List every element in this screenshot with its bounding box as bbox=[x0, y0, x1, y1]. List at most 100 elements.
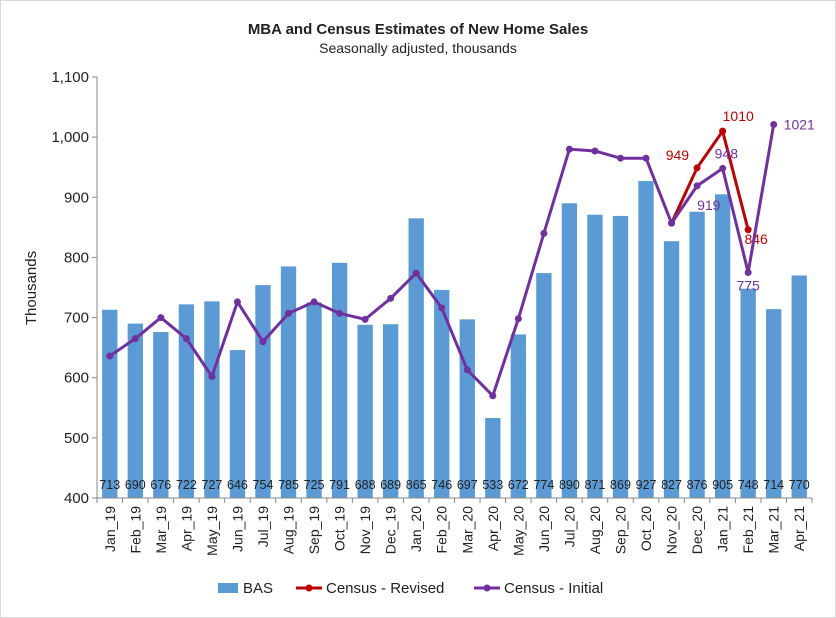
line-point bbox=[336, 309, 344, 317]
bar bbox=[740, 288, 756, 498]
y-tick-label: 700 bbox=[64, 310, 89, 327]
x-tick-label: Aug_19 bbox=[281, 506, 297, 554]
line-point bbox=[744, 226, 752, 234]
x-tick-label: Oct_20 bbox=[638, 506, 654, 551]
x-tick-label: Nov_19 bbox=[357, 506, 373, 554]
data-label: 948 bbox=[715, 145, 739, 161]
bar-label: 533 bbox=[482, 478, 503, 492]
y-tick-label: 1,000 bbox=[51, 129, 89, 146]
bar-label: 890 bbox=[559, 478, 580, 492]
bar bbox=[485, 418, 501, 498]
bar bbox=[204, 301, 220, 498]
line-point bbox=[719, 164, 727, 172]
data-label: 949 bbox=[666, 147, 690, 163]
line-point bbox=[693, 182, 701, 190]
bar bbox=[331, 262, 348, 498]
legend-label: BAS bbox=[243, 580, 273, 597]
x-tick-label: Feb_21 bbox=[740, 506, 756, 554]
data-label: 1021 bbox=[784, 117, 815, 133]
bar-label: 689 bbox=[380, 478, 401, 492]
data-label: 1010 bbox=[723, 108, 754, 124]
bar-label: 725 bbox=[304, 478, 325, 492]
bar bbox=[178, 304, 195, 498]
x-tick-label: Sep_19 bbox=[306, 506, 322, 554]
x-tick-label: Apr_21 bbox=[791, 506, 807, 551]
line-point bbox=[157, 314, 165, 322]
x-tick-label: Jul_19 bbox=[255, 506, 271, 547]
bar-label: 927 bbox=[636, 478, 657, 492]
bar bbox=[153, 332, 169, 498]
line-point bbox=[387, 294, 395, 302]
bar bbox=[689, 211, 705, 498]
bar-label: 697 bbox=[457, 478, 478, 492]
bar-label: 672 bbox=[508, 478, 529, 492]
x-tick-label: Feb_19 bbox=[127, 506, 143, 554]
bar-label: 748 bbox=[738, 478, 759, 492]
bar-label: 827 bbox=[661, 478, 682, 492]
bar-label: 688 bbox=[355, 478, 376, 492]
bar bbox=[229, 350, 246, 498]
line-point bbox=[285, 309, 293, 317]
line-point bbox=[591, 147, 599, 155]
bar bbox=[255, 285, 271, 498]
line-point bbox=[438, 304, 446, 312]
bar-label: 713 bbox=[99, 478, 120, 492]
legend-label: Census - Revised bbox=[326, 580, 444, 597]
bar-label: 714 bbox=[763, 478, 784, 492]
line-point bbox=[208, 373, 216, 381]
line-point bbox=[719, 127, 727, 135]
x-tick-label: Jul_20 bbox=[561, 506, 577, 547]
bar bbox=[638, 181, 654, 498]
bar bbox=[766, 309, 782, 498]
x-tick-label: May_20 bbox=[510, 506, 526, 556]
x-tick-label: Apr_19 bbox=[178, 506, 194, 551]
x-tick-label: Jan_21 bbox=[715, 506, 731, 552]
chart-subtitle: Seasonally adjusted, thousands bbox=[319, 40, 517, 56]
bar-label: 791 bbox=[329, 478, 350, 492]
bar bbox=[357, 324, 373, 498]
bar-label: 746 bbox=[431, 478, 452, 492]
y-tick-label: 400 bbox=[64, 490, 89, 507]
x-tick-label: May_19 bbox=[204, 506, 220, 556]
bar bbox=[127, 323, 143, 498]
x-tick-label: Jun_20 bbox=[536, 506, 552, 552]
bar bbox=[459, 319, 475, 498]
bar bbox=[791, 275, 807, 498]
line-point bbox=[233, 298, 241, 306]
bar-label: 876 bbox=[687, 478, 708, 492]
line-point bbox=[642, 154, 650, 162]
data-label: 846 bbox=[744, 231, 768, 247]
x-tick-label: Dec_20 bbox=[689, 506, 705, 554]
bar-label: 676 bbox=[150, 478, 171, 492]
line-point bbox=[259, 338, 267, 346]
bar-label: 722 bbox=[176, 478, 197, 492]
bar bbox=[561, 203, 578, 499]
y-tick-label: 1,100 bbox=[51, 69, 89, 86]
x-tick-label: Aug_20 bbox=[587, 506, 603, 554]
data-label: 775 bbox=[736, 277, 760, 293]
y-tick-label: 800 bbox=[64, 249, 89, 266]
x-tick-label: Mar_19 bbox=[153, 506, 169, 554]
legend-swatch bbox=[218, 583, 238, 593]
bar-label: 690 bbox=[125, 478, 146, 492]
bar bbox=[714, 194, 731, 498]
data-label: 919 bbox=[697, 197, 721, 213]
x-tick-label: Jan_20 bbox=[408, 506, 424, 552]
bar bbox=[383, 324, 399, 498]
x-tick-label: Oct_19 bbox=[332, 506, 348, 551]
bar bbox=[587, 214, 603, 498]
y-tick-label: 900 bbox=[64, 189, 89, 206]
bar-label: 770 bbox=[789, 478, 810, 492]
line-point bbox=[693, 164, 701, 172]
bar bbox=[510, 334, 526, 498]
bar bbox=[306, 302, 322, 498]
bar-label: 646 bbox=[227, 478, 248, 492]
x-tick-label: Jun_19 bbox=[229, 506, 245, 552]
bar-label: 905 bbox=[712, 478, 733, 492]
bar-label: 865 bbox=[406, 478, 427, 492]
x-tick-label: Dec_19 bbox=[383, 506, 399, 554]
x-tick-label: Feb_20 bbox=[434, 506, 450, 554]
bar-label: 727 bbox=[201, 478, 222, 492]
line-point bbox=[540, 229, 548, 237]
